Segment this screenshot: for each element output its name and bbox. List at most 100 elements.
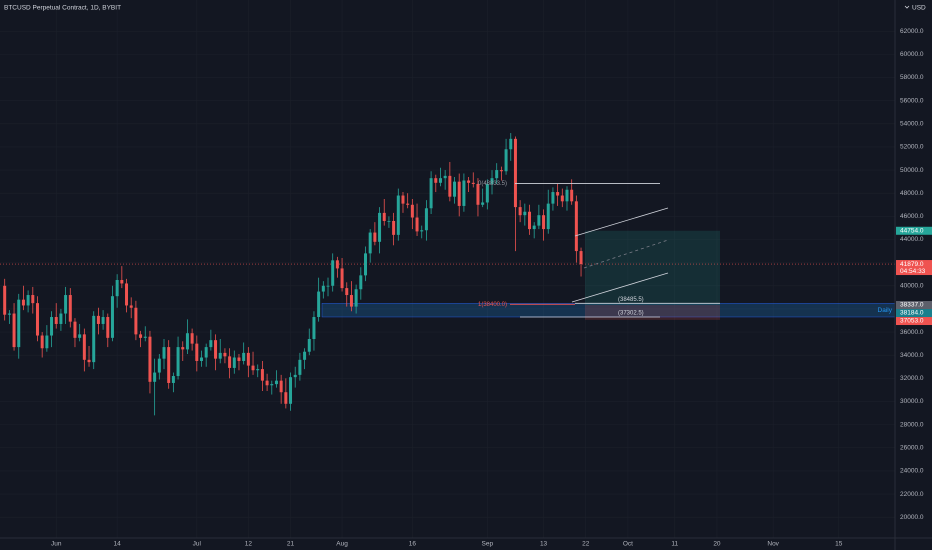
candle-body [143,336,147,338]
candle-body [532,225,536,230]
candle-body [195,343,199,361]
candle-body [237,357,241,361]
y-tick-label: 54000.0 [900,121,924,128]
candle-body [523,211,527,216]
candle-body [78,334,82,338]
candle-body [499,170,503,172]
y-tick-label: 30000.0 [900,398,924,405]
candle-body [120,279,124,284]
x-tick-label: 12 [245,541,253,548]
price-badge-label: 38337.0 [900,302,924,309]
candle-body [181,347,185,350]
channel-mid [583,239,669,269]
candle-body [246,352,250,366]
candle-body [228,356,232,368]
price-badge [896,260,932,276]
candle-body [457,181,461,206]
price-badge [896,301,932,310]
candle-body [134,307,138,335]
price-badge [896,317,932,326]
candle-body [31,295,35,304]
candle-body [551,192,555,204]
candle-body [401,195,405,204]
price-badge-label: 44754.0 [900,227,924,234]
candle-body [303,351,307,360]
candle-body [565,189,569,202]
y-tick-label: 62000.0 [900,28,924,35]
candle-body [354,289,358,307]
candle-body [579,251,583,265]
candle-body [509,138,513,150]
x-tick-label: 15 [835,541,843,548]
price-badge [896,226,932,235]
candle-body [274,380,278,385]
candle-body [223,352,227,357]
candle-body [251,365,255,371]
candle-body [209,340,213,348]
candle-body [420,230,424,232]
candle-body [26,295,30,306]
candle-body [218,352,222,359]
countdown: 04:54:33 [900,268,926,275]
candle-body [574,201,578,252]
stop-box [585,305,720,320]
x-tick-label: 13 [540,541,548,548]
y-tick-label: 60000.0 [900,51,924,58]
candle-body [190,333,194,344]
dropdown-icon [904,5,910,9]
candle-body [542,215,546,230]
candle-body [331,260,335,286]
candle-body [64,295,68,314]
x-tick-label: Oct [623,541,633,548]
candle-body [242,352,246,361]
candle-body [392,220,396,235]
candle-body [260,369,264,381]
y-tick-label: 26000.0 [900,444,924,451]
y-tick-label: 46000.0 [900,213,924,220]
candle-body [17,299,21,348]
candle-body [148,336,152,382]
candle-body [321,285,325,292]
candle-body [382,212,386,221]
candle-body [92,315,96,363]
y-tick-label: 44000.0 [900,236,924,243]
candle-body [73,321,77,338]
candles [3,133,583,416]
candle-body [345,288,349,296]
currency[interactable]: USD [912,5,926,12]
candle-body [410,204,414,218]
candle-body [368,232,372,254]
currency-button[interactable] [900,2,928,14]
candle-body [82,334,86,360]
candle-body [45,335,49,349]
candle-body [232,357,236,368]
candle-body [293,374,297,378]
candle-body [518,207,522,216]
x-tick-label: Aug [336,541,348,548]
y-tick-label: 48000.0 [900,190,924,197]
grid [0,0,895,538]
candle-body [504,149,508,172]
candle-body [270,384,274,386]
candle-body [68,295,72,322]
candle-body [289,377,293,404]
candle-body [110,296,114,338]
candle-body [490,178,494,184]
candle-body [528,211,532,230]
annotation-lines: 0(48833.5) 1(38400.0) (38485.5) (37302.5) [478,181,720,318]
y-tick-label: 32000.0 [900,375,924,382]
candle-body [378,212,382,242]
candle-body [349,295,353,307]
candle-body [214,340,218,359]
candle-body [467,180,471,183]
target-box [585,230,720,306]
x-tick-label: Nov [767,541,779,548]
y-tick-label: 50000.0 [900,167,924,174]
candle-body [256,369,260,371]
x-tick-label: 16 [409,541,417,548]
level-label: (38485.5) [618,297,644,303]
candle-body [326,285,330,287]
candle-body [424,208,428,231]
x-tick-label: 22 [582,541,590,548]
